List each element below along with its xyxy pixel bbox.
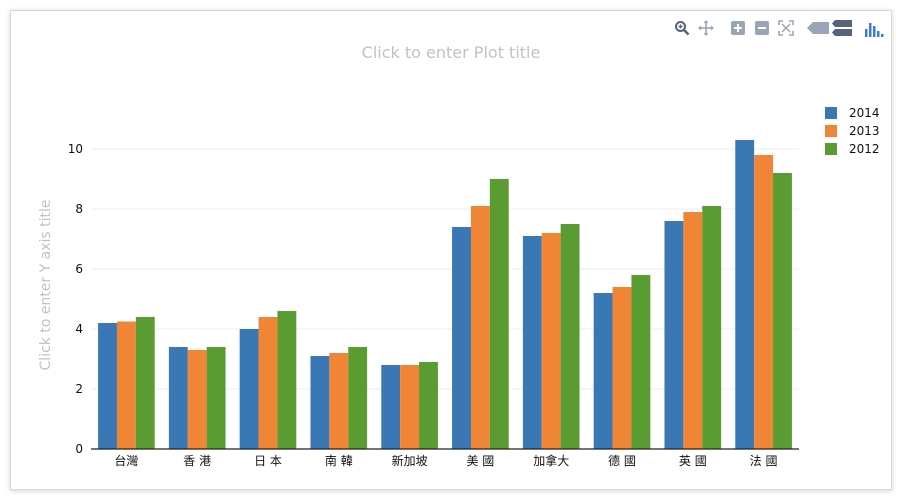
x-tick-label: 台灣 <box>114 453 138 468</box>
bar-2014-5[interactable] <box>452 227 471 449</box>
x-tick-label: 香 港 <box>183 454 211 468</box>
y-tick-label: 10 <box>68 142 83 156</box>
y-tick-label: 2 <box>75 382 83 396</box>
bar-2012-7[interactable] <box>631 275 651 449</box>
bar-2013-4[interactable] <box>400 365 420 449</box>
bar-2013-1[interactable] <box>187 350 207 449</box>
bar-2013-6[interactable] <box>541 233 561 449</box>
y-tick-label: 4 <box>75 322 83 336</box>
zoom-icon[interactable] <box>671 17 693 39</box>
bar-2014-2[interactable] <box>239 329 259 449</box>
y-tick-label: 6 <box>75 262 83 276</box>
bar-2014-3[interactable] <box>310 356 330 449</box>
bar-2013-9[interactable] <box>754 155 774 449</box>
bar-2013-8[interactable] <box>683 212 703 449</box>
plotly-logo-icon[interactable] <box>863 17 885 39</box>
pan-icon[interactable] <box>695 17 717 39</box>
bar-2012-4[interactable] <box>419 362 438 449</box>
x-tick-label: 日 本 <box>254 454 282 468</box>
x-tick-label: 英 國 <box>679 454 707 468</box>
x-tick-label: 美 國 <box>466 454 494 468</box>
x-tick-label: 德 國 <box>608 453 636 468</box>
chart-canvas: 0 2 4 6 8 10 台灣 香 港 日 本 南 韓 新加坡 美 國 加拿大 德 國 英 國 法 國 Cli… <box>38 43 880 468</box>
legend-label[interactable]: 2013 <box>849 124 880 138</box>
legend: 2014 2013 2012 <box>825 106 880 156</box>
x-tick-label: 新加坡 <box>392 453 428 468</box>
zoom-out-icon[interactable] <box>751 17 773 39</box>
x-tick-label: 法 國 <box>750 454 778 468</box>
bar-2013-5[interactable] <box>470 206 490 449</box>
legend-label[interactable]: 2012 <box>849 142 880 156</box>
bar-2013-7[interactable] <box>612 287 632 449</box>
bar-2014-6[interactable] <box>522 236 542 449</box>
bar-2012-0[interactable] <box>135 317 155 449</box>
hover-compare-icon[interactable] <box>831 17 853 39</box>
bar-2013-2[interactable] <box>258 317 278 449</box>
bar-2014-8[interactable] <box>664 221 684 449</box>
bar-2014-4[interactable] <box>381 365 401 449</box>
bar-2012-6[interactable] <box>560 224 580 449</box>
x-tick-label: 南 韓 <box>325 453 353 468</box>
bar-2012-5[interactable] <box>489 179 509 449</box>
bar-2014-9[interactable] <box>735 140 755 449</box>
legend-swatch[interactable] <box>825 107 837 119</box>
autoscale-icon[interactable] <box>775 17 797 39</box>
bars <box>98 140 792 449</box>
bar-2012-9[interactable] <box>773 173 792 449</box>
bar-2014-1[interactable] <box>168 347 188 449</box>
axes: 0 2 4 6 8 10 台灣 香 港 日 本 南 韓 新加坡 美 國 加拿大 德 國 英 國 法 國 <box>68 142 799 468</box>
bar-2013-0[interactable] <box>116 321 136 450</box>
legend-label[interactable]: 2014 <box>849 106 880 120</box>
bar-2012-8[interactable] <box>702 206 722 449</box>
y-axis-title[interactable]: Click to enter Y axis title <box>38 200 54 371</box>
y-tick-label: 8 <box>75 202 83 216</box>
zoom-in-icon[interactable] <box>727 17 749 39</box>
y-tick-label: 0 <box>75 442 83 456</box>
plot-frame: 0 2 4 6 8 10 台灣 香 港 日 本 南 韓 新加坡 美 國 加拿大 德 國 英 國 法 國 Cli… <box>10 10 892 490</box>
plot-title[interactable]: Click to enter Plot title <box>362 43 541 62</box>
legend-swatch[interactable] <box>825 125 837 137</box>
bar-2012-3[interactable] <box>348 347 368 449</box>
bar-2014-7[interactable] <box>593 293 613 449</box>
x-tick-label: 加拿大 <box>533 453 569 468</box>
bar-2012-1[interactable] <box>206 347 226 449</box>
bar-2013-3[interactable] <box>329 353 349 449</box>
modebar <box>669 17 885 39</box>
bar-2014-0[interactable] <box>98 323 117 449</box>
bar-2012-2[interactable] <box>277 311 297 449</box>
hover-closest-icon[interactable] <box>807 17 829 39</box>
legend-swatch[interactable] <box>825 143 837 155</box>
